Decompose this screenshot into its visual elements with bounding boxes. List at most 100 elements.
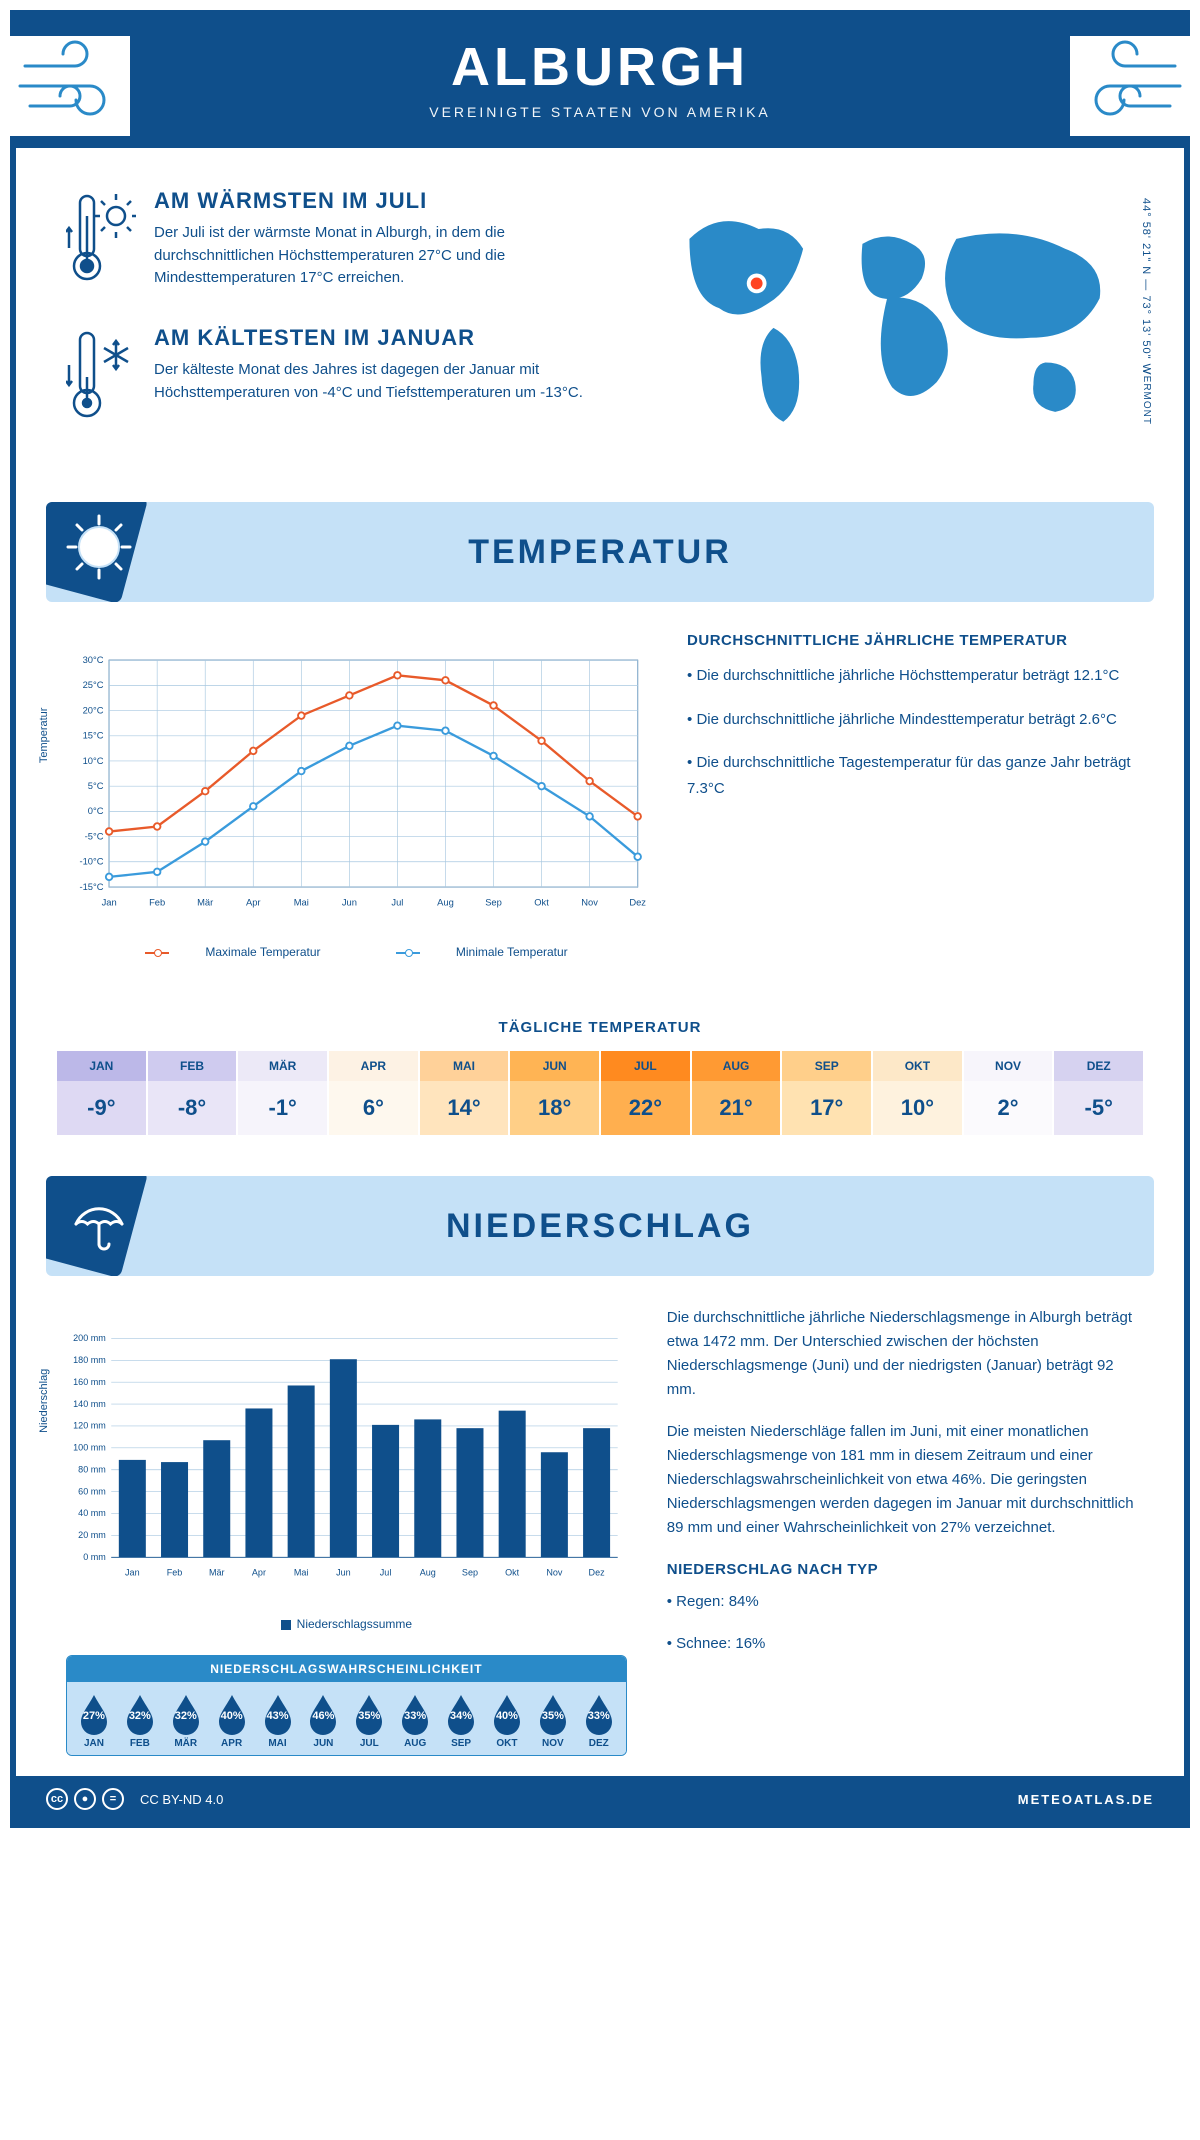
raindrop-icon: 33% [582, 1692, 616, 1736]
daily-col: DEZ -5° [1053, 1050, 1144, 1136]
svg-text:10°C: 10°C [83, 756, 104, 766]
svg-text:Aug: Aug [420, 1567, 436, 1577]
precipitation-title: NIEDERSCHLAG [446, 1207, 754, 1246]
temp-info: DURCHSCHNITTLICHE JÄHRLICHE TEMPERATUR •… [687, 632, 1134, 959]
raindrop-icon: 35% [352, 1692, 386, 1736]
warmest-title: AM WÄRMSTEN IM JULI [154, 188, 610, 214]
temperature-title: TEMPERATUR [468, 533, 732, 572]
daily-col: AUG 21° [691, 1050, 782, 1136]
raindrop-icon: 40% [215, 1692, 249, 1736]
prob-cell: 40% OKT [484, 1692, 530, 1749]
city-title: ALBURGH [16, 36, 1184, 98]
prob-cell: 33% AUG [392, 1692, 438, 1749]
svg-text:Feb: Feb [149, 898, 165, 908]
precip-ylabel: Niederschlag [38, 1368, 50, 1432]
raindrop-icon: 27% [77, 1692, 111, 1736]
thermometer-sun-icon [66, 188, 136, 293]
nd-icon: = [102, 1788, 124, 1810]
thermometer-snow-icon [66, 325, 136, 430]
raindrop-icon: 35% [536, 1692, 570, 1736]
svg-text:40 mm: 40 mm [78, 1508, 106, 1518]
raindrop-icon: 40% [490, 1692, 524, 1736]
temperature-line-chart: -15°C-10°C-5°C0°C5°C10°C15°C20°C25°C30°C… [66, 632, 647, 932]
svg-text:5°C: 5°C [88, 781, 104, 791]
svg-text:Apr: Apr [252, 1567, 266, 1577]
by-icon: ● [74, 1788, 96, 1810]
raindrop-icon: 43% [261, 1692, 295, 1736]
footer: cc ● = CC BY-ND 4.0 METEOATLAS.DE [16, 1776, 1184, 1822]
precip-type1: • Regen: 84% [667, 1590, 1134, 1614]
svg-text:-10°C: -10°C [79, 857, 103, 867]
precip-type2: • Schnee: 16% [667, 1632, 1134, 1656]
daily-col: NOV 2° [963, 1050, 1054, 1136]
site-name: METEOATLAS.DE [1018, 1792, 1154, 1807]
state-label: VERMONT [1141, 368, 1152, 425]
svg-text:Nov: Nov [546, 1567, 563, 1577]
raindrop-icon: 32% [169, 1692, 203, 1736]
svg-text:15°C: 15°C [83, 731, 104, 741]
probability-box: NIEDERSCHLAGSWAHRSCHEINLICHKEIT 27% JAN … [66, 1655, 627, 1756]
daily-col: JUN 18° [509, 1050, 600, 1136]
svg-text:-5°C: -5°C [85, 831, 104, 841]
prob-cell: 35% NOV [530, 1692, 576, 1749]
svg-text:Sep: Sep [485, 898, 502, 908]
prob-cell: 34% SEP [438, 1692, 484, 1749]
svg-text:Dez: Dez [589, 1567, 606, 1577]
cc-icon: cc [46, 1788, 68, 1810]
temperature-banner: TEMPERATUR [46, 502, 1154, 602]
temp-ylabel: Temperatur [38, 707, 50, 763]
temp-legend: Maximale Temperatur Minimale Temperatur [66, 945, 647, 959]
svg-text:0°C: 0°C [88, 806, 104, 816]
warmest-block: AM WÄRMSTEN IM JULI Der Juli ist der wär… [66, 188, 610, 293]
precip-p1: Die durchschnittliche jährliche Niedersc… [667, 1306, 1134, 1402]
svg-text:60 mm: 60 mm [78, 1486, 106, 1496]
prob-cell: 43% MAI [255, 1692, 301, 1749]
svg-text:Jan: Jan [102, 898, 117, 908]
daily-col: JUL 22° [600, 1050, 691, 1136]
svg-text:20 mm: 20 mm [78, 1530, 106, 1540]
license-text: CC BY-ND 4.0 [140, 1792, 223, 1807]
infographic-frame: ALBURGH VEREINIGTE STAATEN VON AMERIKA A… [10, 10, 1190, 1828]
svg-text:180 mm: 180 mm [73, 1355, 106, 1365]
svg-text:140 mm: 140 mm [73, 1399, 106, 1409]
svg-text:Feb: Feb [167, 1567, 183, 1577]
raindrop-icon: 32% [123, 1692, 157, 1736]
svg-text:Aug: Aug [437, 898, 454, 908]
daily-col: JAN -9° [56, 1050, 147, 1136]
intro-section: AM WÄRMSTEN IM JULI Der Juli ist der wär… [16, 148, 1184, 492]
svg-text:160 mm: 160 mm [73, 1377, 106, 1387]
svg-text:Jul: Jul [391, 898, 403, 908]
precipitation-bar-chart: 0 mm20 mm40 mm60 mm80 mm100 mm120 mm140 … [66, 1306, 627, 1606]
svg-text:80 mm: 80 mm [78, 1464, 106, 1474]
svg-text:Okt: Okt [505, 1567, 520, 1577]
daily-col: MÄR -1° [237, 1050, 328, 1136]
legend-min: Minimale Temperatur [456, 945, 568, 959]
svg-text:20°C: 20°C [83, 705, 104, 715]
svg-text:Apr: Apr [246, 898, 261, 908]
warmest-text: Der Juli ist der wärmste Monat in Alburg… [154, 222, 610, 290]
daily-col: OKT 10° [872, 1050, 963, 1136]
raindrop-icon: 46% [306, 1692, 340, 1736]
umbrella-icon [64, 1186, 134, 1256]
svg-text:30°C: 30°C [83, 655, 104, 665]
svg-text:Jan: Jan [125, 1567, 140, 1577]
prob-cell: 32% MÄR [163, 1692, 209, 1749]
svg-text:Mär: Mär [197, 898, 213, 908]
precipitation-banner: NIEDERSCHLAG [46, 1176, 1154, 1276]
coldest-title: AM KÄLTESTEN IM JANUAR [154, 325, 610, 351]
coldest-block: AM KÄLTESTEN IM JANUAR Der kälteste Mona… [66, 325, 610, 430]
svg-text:Jun: Jun [336, 1567, 351, 1577]
svg-text:Dez: Dez [629, 898, 646, 908]
svg-text:Mai: Mai [294, 898, 309, 908]
temp-info-b2: • Die durchschnittliche jährliche Mindes… [687, 707, 1134, 733]
prob-cell: 33% DEZ [576, 1692, 622, 1749]
svg-text:Jul: Jul [380, 1567, 392, 1577]
svg-text:Nov: Nov [581, 898, 598, 908]
legend-max: Maximale Temperatur [205, 945, 320, 959]
svg-text:100 mm: 100 mm [73, 1443, 106, 1453]
prob-cell: 40% APR [209, 1692, 255, 1749]
daily-col: APR 6° [328, 1050, 419, 1136]
daily-col: MAI 14° [419, 1050, 510, 1136]
temp-info-title: DURCHSCHNITTLICHE JÄHRLICHE TEMPERATUR [687, 632, 1134, 649]
raindrop-icon: 33% [398, 1692, 432, 1736]
